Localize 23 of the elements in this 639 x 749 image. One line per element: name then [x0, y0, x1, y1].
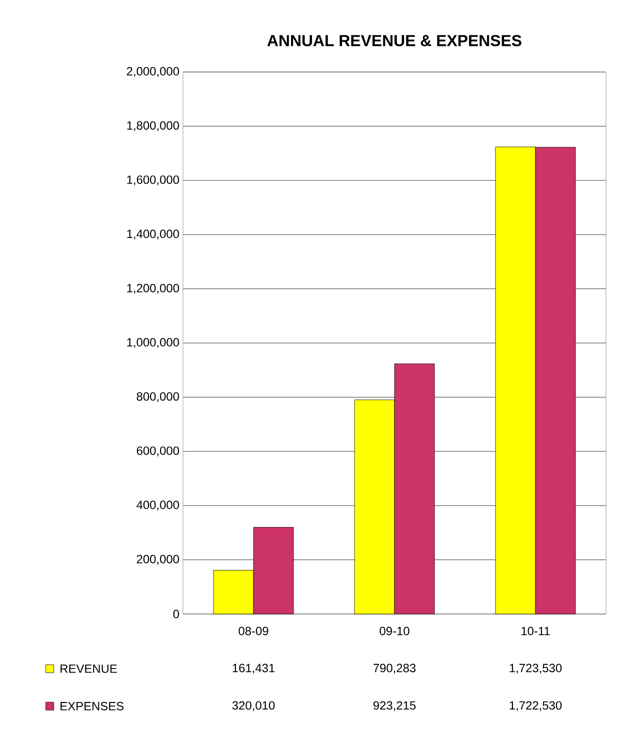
data-label: 1,723,530: [510, 664, 562, 674]
y-tick-label: 1,400,000: [127, 230, 180, 240]
legend-label: REVENUE: [60, 664, 117, 673]
x-tick-label: 08-09: [238, 626, 268, 636]
data-label: 320,010: [232, 701, 275, 712]
x-tick-label: 09-10: [380, 626, 410, 636]
y-tick-label: 1,200,000: [127, 284, 180, 294]
y-tick-label: 600,000: [136, 446, 180, 456]
y-tick-label: 2,000,000: [126, 67, 180, 77]
y-tick-label: 1,600,000: [127, 175, 180, 186]
y-tick-label: 400,000: [136, 500, 180, 511]
data-label: 161,431: [232, 664, 275, 674]
data-label: 1,722,530: [510, 701, 562, 712]
data-label: 790,283: [374, 664, 416, 674]
y-tick-label: 800,000: [136, 392, 180, 402]
y-tick-label: 1,800,000: [127, 121, 180, 132]
legend-label: EXPENSES: [60, 702, 124, 710]
y-tick-label: 200,000: [136, 554, 180, 565]
y-tick-label: 0: [173, 610, 180, 618]
chart-title: ANNUAL REVENUE & EXPENSES: [267, 34, 522, 46]
x-tick-label: 10-11: [522, 626, 550, 636]
y-tick-label: 1,000,000: [127, 338, 180, 348]
data-label: 923,215: [373, 701, 416, 712]
